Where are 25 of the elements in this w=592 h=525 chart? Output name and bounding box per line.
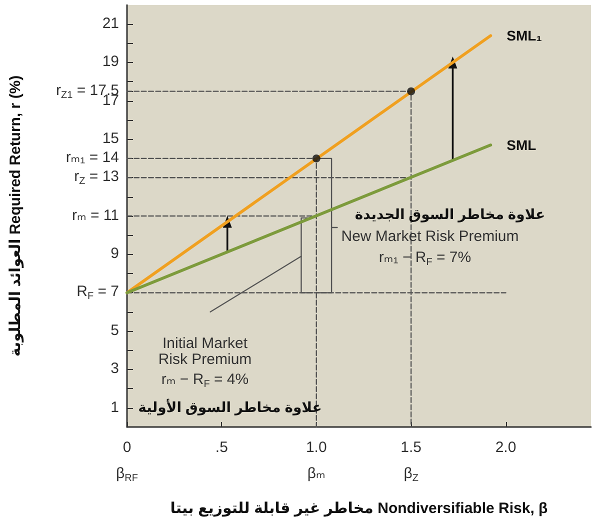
x-tick-label: 0 β$_{RF}$ — [116, 438, 138, 486]
x-axis-title: مخاطر غير قابلة للتوزيع بيتا Nondiversifiable Risk, β — [170, 500, 548, 517]
x-tick-label: 1.0 βₘ — [306, 438, 327, 484]
y-tick-label: 5 — [110, 322, 119, 340]
series-label: SML — [506, 137, 537, 154]
x-tick-label: .5 — [215, 438, 228, 458]
series-label: SML₁ — [506, 28, 542, 44]
annotation: rₘ − R$_{F}$ = 4% — [161, 370, 249, 390]
annotation: علاوة مخاطر السوق الأولية — [138, 399, 322, 416]
y-tick-label: 9 — [110, 245, 119, 263]
y-tick-label: rₘ = 11 — [72, 206, 119, 224]
annotation: New Market Risk Premium — [341, 228, 519, 246]
x-tick-label: 2.0 — [495, 438, 516, 458]
annotation: rₘ₁ − R$_{F}$ = 7% — [378, 248, 472, 268]
y-tick-label: 1 — [110, 398, 119, 416]
x-tick-label: 1.5 β$_{Z}$ — [400, 438, 422, 486]
annotation: علاوة مخاطر السوق الجديدة — [354, 206, 546, 223]
y-axis-title: العوائد المطلوبة Required Return, r (%) — [7, 75, 24, 357]
y-tick-label: r$_{Z}$ = 13 — [74, 168, 119, 188]
y-tick-label: 21 — [102, 14, 119, 32]
y-tick-label: 19 — [102, 53, 119, 71]
y-tick-label: 15 — [102, 130, 119, 148]
y-tick-label: rₘ₁ = 14 — [66, 149, 119, 167]
y-tick-label: 3 — [110, 360, 119, 378]
y-tick-label: R$_{F}$ = 7 — [76, 283, 119, 302]
